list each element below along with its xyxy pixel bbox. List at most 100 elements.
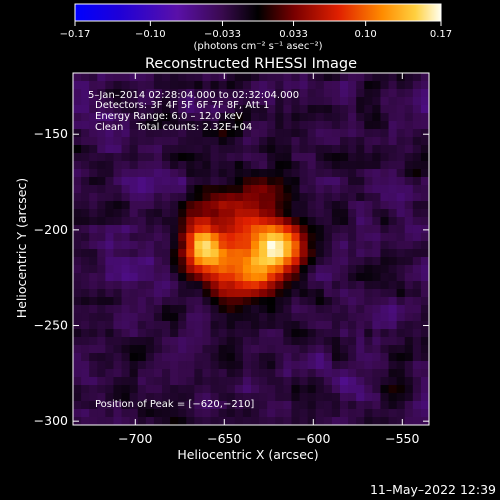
heatmap-cell: [218, 401, 228, 410]
heatmap-cell: [291, 129, 301, 138]
heatmap-cell: [113, 257, 123, 266]
heatmap-cell: [186, 393, 195, 402]
heatmap-cell: [372, 201, 381, 210]
heatmap-cell: [226, 153, 236, 162]
heatmap-cell: [291, 265, 301, 274]
heatmap-cell: [323, 89, 333, 98]
heatmap-cell: [210, 217, 220, 226]
heatmap-cell: [275, 345, 284, 354]
heatmap-cell: [412, 393, 422, 402]
heatmap-cell: [275, 193, 284, 202]
heatmap-cell: [170, 209, 179, 218]
heatmap-cell: [194, 385, 203, 394]
heatmap-cell: [372, 225, 381, 234]
heatmap-cell: [113, 105, 123, 114]
heatmap-cell: [218, 217, 228, 226]
heatmap-cell: [234, 97, 244, 106]
heatmap-cell: [89, 177, 98, 186]
heatmap-cell: [137, 305, 147, 314]
heatmap-cell: [331, 113, 341, 122]
heatmap-cell: [267, 201, 276, 210]
heatmap-cell: [251, 289, 260, 298]
heatmap-cell: [226, 289, 236, 298]
heatmap-cell: [113, 225, 123, 234]
heatmap-cell: [364, 113, 373, 122]
heatmap-cell: [299, 161, 309, 170]
heatmap-cell: [129, 169, 139, 178]
heatmap-cell: [331, 305, 341, 314]
heatmap-cell: [153, 249, 163, 258]
heatmap-cell: [307, 153, 317, 162]
heatmap-cell: [372, 337, 381, 346]
heatmap-cell: [356, 201, 365, 210]
heatmap-cell: [242, 217, 252, 226]
heatmap-cell: [315, 201, 325, 210]
heatmap-cell: [331, 185, 341, 194]
heatmap-cell: [121, 161, 131, 170]
heatmap-cell: [331, 345, 341, 354]
heatmap-cell: [331, 321, 341, 330]
heatmap-cell: [291, 193, 301, 202]
heatmap-cell: [331, 153, 341, 162]
heatmap-cell: [210, 201, 220, 210]
heatmap-cell: [356, 89, 365, 98]
heatmap-cell: [210, 137, 220, 146]
heatmap-cell: [194, 297, 203, 306]
heatmap-cell: [315, 345, 325, 354]
heatmap-cell: [267, 161, 276, 170]
heatmap-cell: [388, 401, 398, 410]
heatmap-cell: [194, 257, 203, 266]
heatmap-cell: [388, 369, 398, 378]
heatmap-cell: [396, 281, 406, 290]
heatmap-image: [73, 73, 429, 425]
heatmap-cell: [137, 249, 147, 258]
heatmap-cell: [348, 305, 357, 314]
heatmap-cell: [364, 281, 373, 290]
heatmap-cell: [251, 393, 260, 402]
heatmap-cell: [275, 273, 284, 282]
heatmap-cell: [162, 337, 171, 346]
heatmap-cell: [396, 329, 406, 338]
heatmap-cell: [251, 361, 260, 370]
heatmap-cell: [137, 209, 147, 218]
heatmap-cell: [331, 313, 341, 322]
heatmap-cell: [356, 401, 365, 410]
heatmap-cell: [404, 217, 414, 226]
heatmap-cell: [331, 265, 341, 274]
heatmap-cell: [356, 361, 365, 370]
heatmap-cell: [404, 377, 414, 386]
heatmap-cell: [121, 329, 131, 338]
heatmap-cell: [315, 369, 325, 378]
heatmap-cell: [170, 401, 179, 410]
heatmap-cell: [145, 169, 155, 178]
heatmap-cell: [137, 193, 147, 202]
heatmap-cell: [73, 281, 82, 290]
heatmap-cell: [178, 393, 187, 402]
heatmap-cell: [275, 257, 284, 266]
heatmap-cell: [420, 377, 429, 386]
heatmap-cell: [97, 385, 106, 394]
heatmap-cell: [105, 393, 114, 402]
heatmap-cell: [307, 169, 317, 178]
heatmap-cell: [420, 201, 429, 210]
heatmap-cell: [340, 177, 349, 186]
heatmap-cell: [145, 377, 155, 386]
heatmap-cell: [356, 313, 365, 322]
heatmap-cell: [218, 273, 228, 282]
heatmap-cell: [275, 417, 284, 425]
heatmap-cell: [226, 81, 236, 90]
heatmap-cell: [105, 169, 114, 178]
heatmap-cell: [356, 393, 365, 402]
heatmap-cell: [412, 121, 422, 130]
heatmap-cell: [170, 121, 179, 130]
heatmap-cell: [73, 145, 82, 154]
heatmap-cell: [137, 393, 147, 402]
heatmap-cell: [315, 273, 325, 282]
heatmap-cell: [89, 353, 98, 362]
colorbar-gradient: [74, 3, 442, 22]
heatmap-cell: [226, 233, 236, 242]
heatmap-cell: [218, 345, 228, 354]
heatmap-cell: [380, 353, 390, 362]
heatmap-cell: [372, 401, 381, 410]
